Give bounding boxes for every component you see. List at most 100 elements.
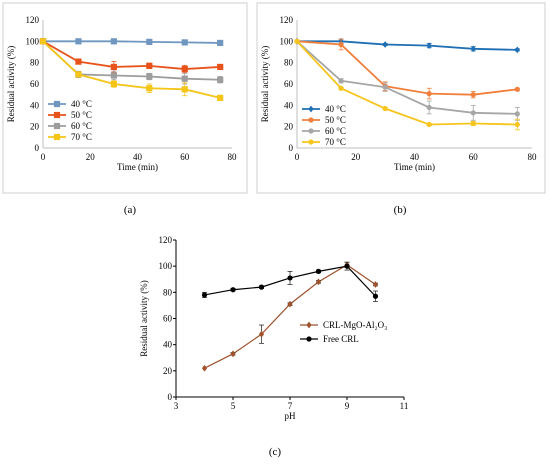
panel-c-data-point [230,287,236,293]
panel-c-y-axis-label: Residual activity (%) [139,280,149,356]
panel-a-x-tick-label: 20 [86,152,96,162]
panel-b-data-point [426,42,432,49]
panel-b-legend-label: 40 °C [325,104,346,114]
panel-a-x-axis-label: Time (min) [117,162,158,172]
panel-c-legend-item-0: CRL-MgO-Al₂O₃ [300,320,387,330]
panel-a-x-tick-label: 60 [180,152,190,162]
panel-c-data-point [372,281,379,288]
panel-a-legend-label: 60 °C [71,121,92,131]
panel-b-data-point [514,46,520,54]
panel-c-legend-marker [306,321,312,329]
panel-a-data-point [217,63,224,71]
panel-b-data-point [426,104,432,111]
panel-a-data-point [181,39,188,46]
panel-b-x-tick-label: 20 [351,152,361,162]
panel-b-data-point [382,105,388,112]
panel-b-data-point [470,45,476,53]
panel-a-legend-marker [53,133,61,141]
panel-b-data-point [426,91,432,97]
panel-b-data-point [514,111,520,117]
panel-a-legend-item-1: 50 °C [48,110,92,120]
panel-b-data-point [514,121,520,128]
panel-a-data-point [146,85,153,92]
panel-b-y-tick-label: 100 [280,36,294,46]
panel-c-data-point [287,275,293,281]
panel-c-y-tick-label: 0 [168,392,173,402]
panel-c-data-point [258,284,265,290]
panel-a-data-point [39,38,47,45]
panel-c-data-point [258,330,265,338]
panel-a-data-point [217,94,224,101]
panel-b-data-point [514,86,520,92]
panel-b-data-point [470,92,476,98]
panel-c-legend-item-1: Free CRL [300,334,359,344]
panel-b-series-line [297,40,518,51]
panel-b-data-point [426,121,432,128]
panel-b-legend-label: 60 °C [325,126,346,136]
panel-a-legend-label: 40 °C [71,99,92,109]
panel-a-data-point [75,58,82,65]
panel-b: 0 20 40 60 80 100 120 0 20 40 60 80 Time (min) Residu… [256,2,546,216]
panel-a-legend-marker [53,100,61,108]
panel-b-legend-marker [308,139,314,145]
panel-b-y-axis-label: Residual activity (%) [260,46,270,122]
panel-b-data-point [338,85,344,91]
panel-b-y-tick-label: 60 [284,79,294,89]
panel-b-data-point [294,38,300,44]
panel-a-data-point [146,38,153,45]
panel-c-x-tick-label: 5 [231,401,236,411]
panel-c-legend-marker [306,336,312,342]
panel-c-label: (c) [269,446,282,458]
panel-a-data-point [146,62,153,69]
panel-b-y-tick-label: 0 [289,143,294,153]
panel-b-y-tick-label: 20 [284,122,294,132]
panel-a-data-point [217,39,224,47]
panel-a-legend-label: 70 °C [71,132,92,142]
panel-b-legend-label: 50 °C [325,115,346,125]
panel-c-data-point [315,278,322,286]
panel-b-legend-marker [308,128,314,134]
panel-c-y-tick-label: 120 [159,235,173,245]
panel-b-label: (b) [394,204,407,216]
panel-c-data-point [287,300,293,308]
panel-a-y-axis-label: Residual activity (%) [6,46,16,122]
panel-b-legend-item-2: 60 °C [302,126,346,136]
panel-b-x-tick-label: 60 [469,152,479,162]
panel-b-data-point [470,120,476,127]
panel-a-data-point [75,38,82,45]
panel-a-y-tick-label: 120 [26,15,40,25]
panel-c-x-tick-label: 11 [400,401,409,411]
panel-b-series-2 [294,38,520,121]
panel-c-data-point [201,364,208,372]
panel-b-legend-marker [308,117,314,123]
panel-b-y-tick-label: 120 [280,15,294,25]
panel-a-y-tick-label: 40 [30,100,40,110]
panel-c-y-tick-label: 20 [163,366,173,376]
panel-a-series-line [42,40,221,70]
panel-a-y-tick-label: 100 [26,36,40,46]
panel-b-legend-label: 70 °C [325,137,346,147]
panel-c-series-1 [201,261,379,302]
panel-b-legend-item-3: 70 °C [302,137,346,147]
panel-c-data-point [230,350,236,358]
panel-a-series-line [43,40,221,44]
panel-b-frame [256,2,546,194]
panel-b-series-line [296,40,518,96]
panel-b-data-point [338,78,344,84]
panel-c-y-tick-label: 80 [163,287,173,297]
panel-c-x-tick-label: 9 [345,401,350,411]
panel-b-x-tick-label: 40 [410,152,420,162]
panel-a-plot: 0 20 40 60 80 100 120 0 20 40 60 80 Time (min) Residu… [6,15,237,172]
panel-a-data-point [110,80,117,88]
panel-b-x-axis-label: Time (min) [394,162,435,172]
panel-a-y-tick-label: 60 [30,79,40,89]
panel-c-data-point [344,263,350,269]
panel-a-legend-item-3: 70 °C [48,132,92,142]
panel-a-data-point [146,73,153,80]
panel-b-legend-marker [308,105,314,113]
panel-b-series-line [296,40,518,115]
panel-b-data-point [338,41,344,48]
panel-a-x-tick-label: 80 [228,152,238,162]
panel-c-x-tick-label: 3 [174,401,179,411]
